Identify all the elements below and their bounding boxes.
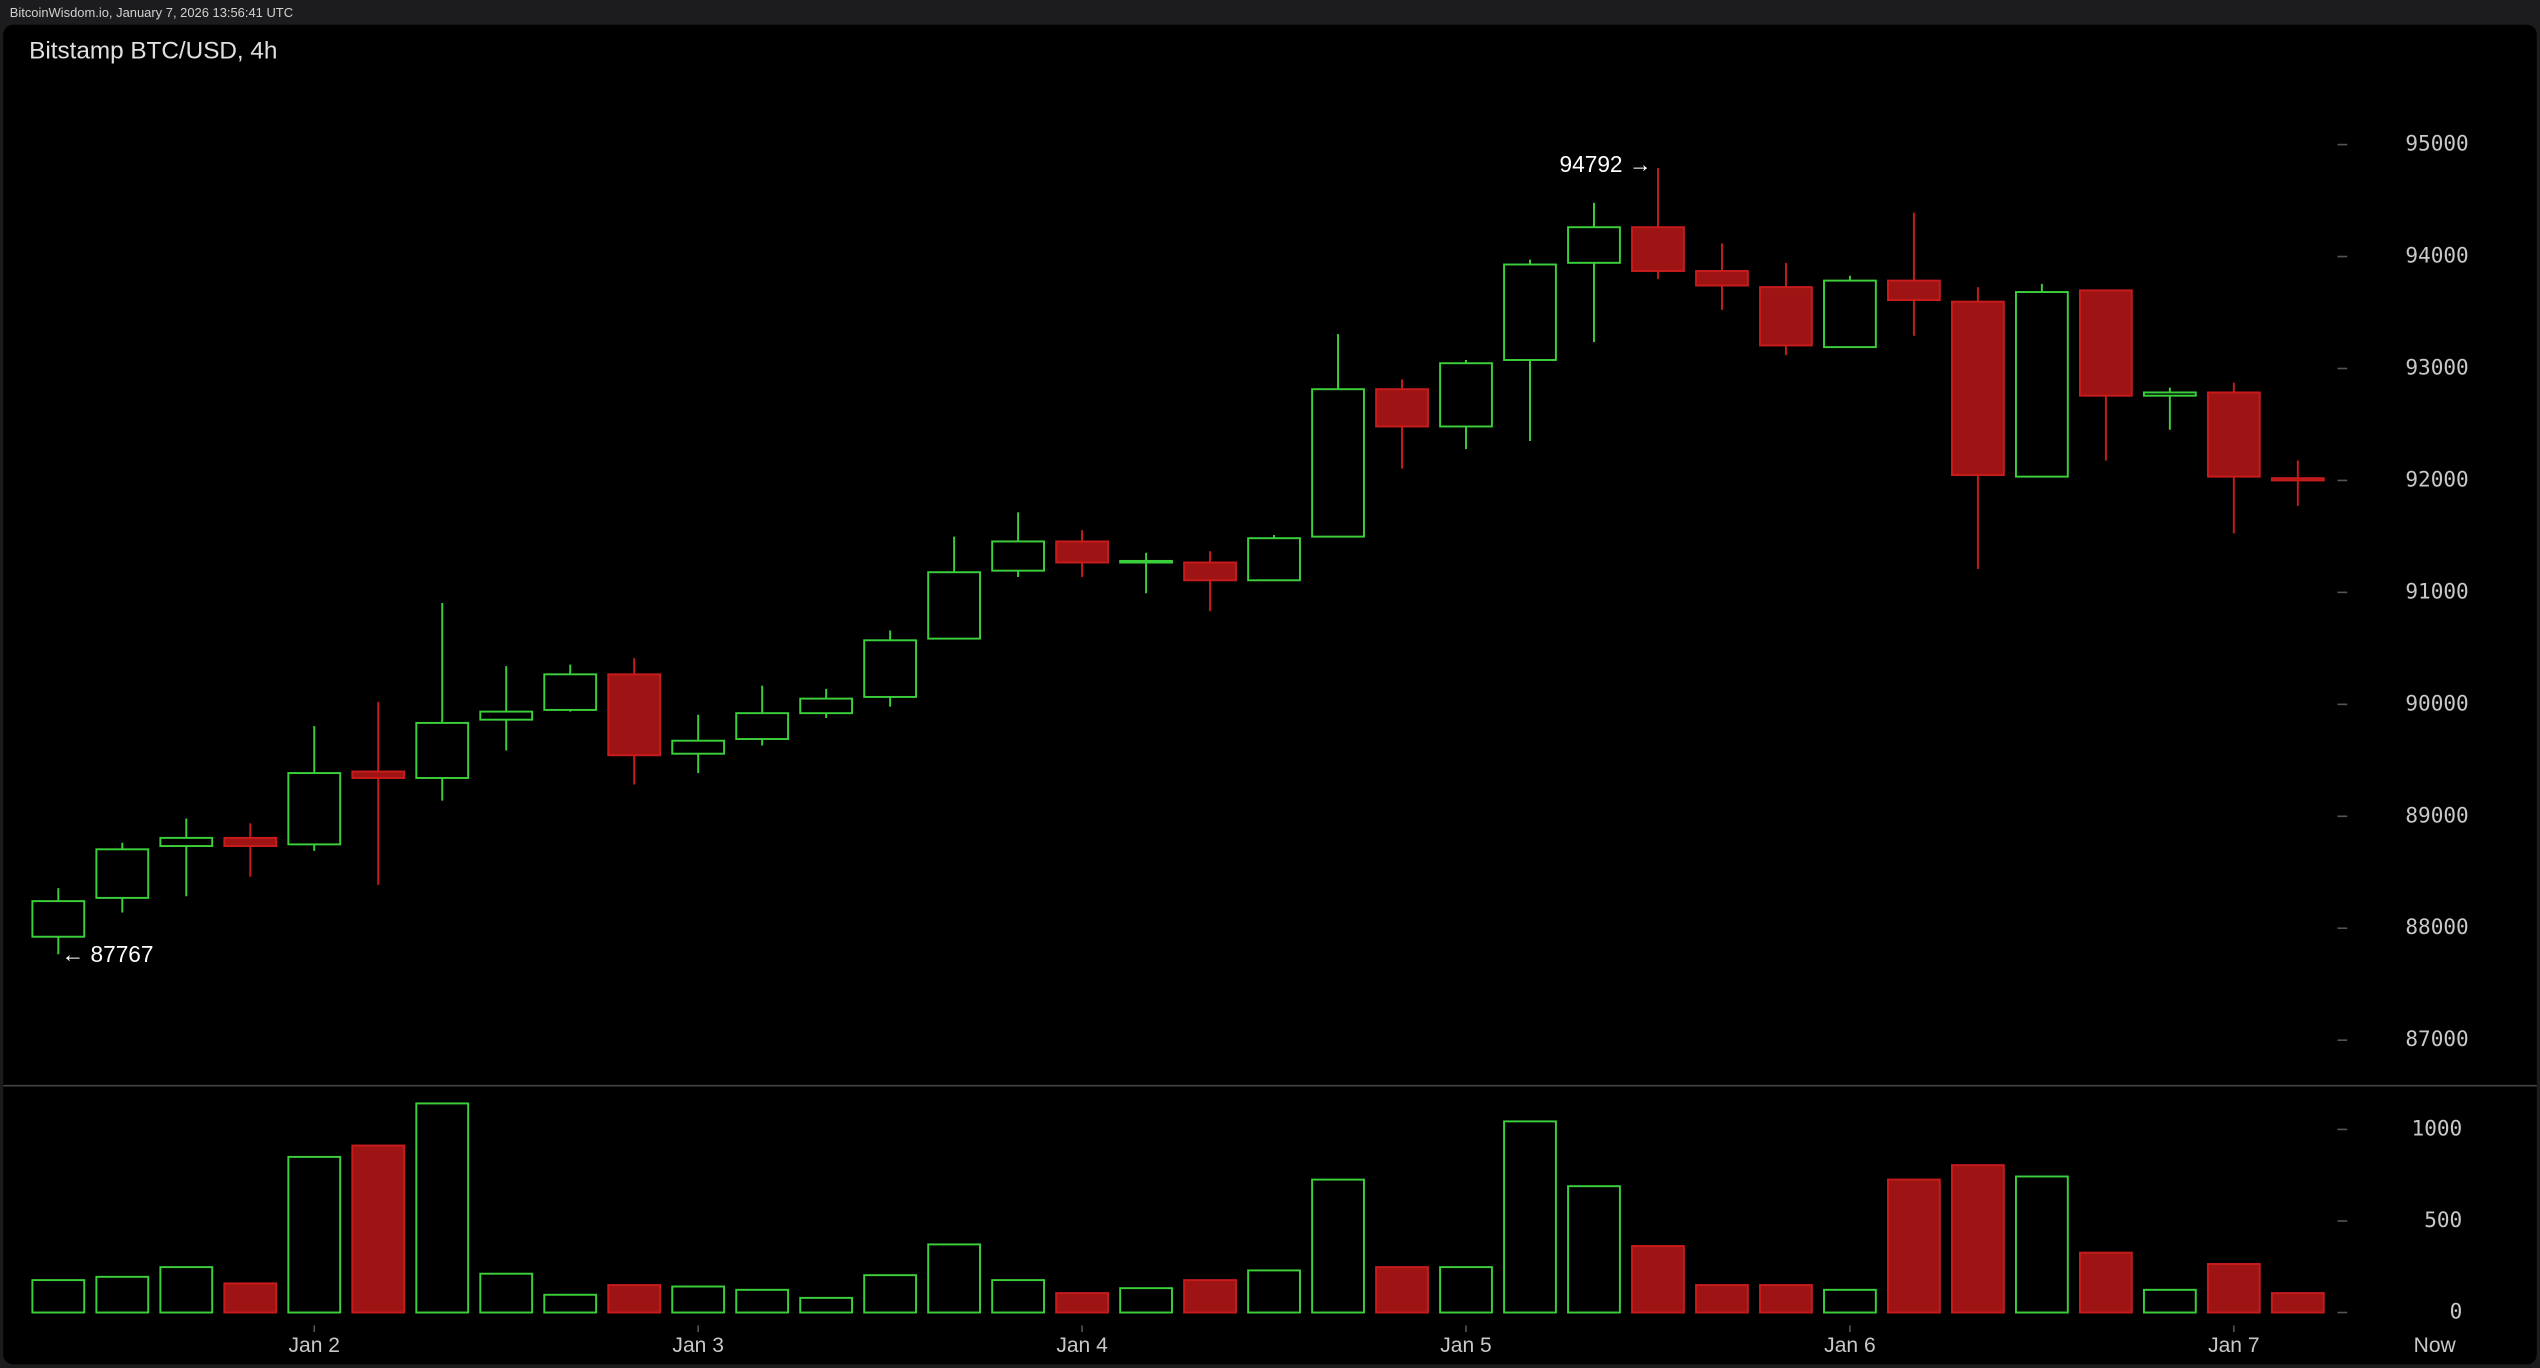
- candle-body: [671, 739, 726, 755]
- x-tick-label: Jan 6: [1824, 1334, 1876, 1357]
- volume-bar: [1183, 1279, 1237, 1314]
- y-tick-label: 93000: [2405, 354, 2468, 379]
- volume-bar: [1887, 1178, 1941, 1314]
- volume-bar: [2206, 1263, 2261, 1314]
- volume-bar: [1311, 1178, 1365, 1314]
- volume-bar: [159, 1266, 214, 1314]
- volume-bar: [927, 1243, 982, 1314]
- volume-bar: [1759, 1284, 1813, 1314]
- volume-bar: [2270, 1292, 2325, 1314]
- volume-bar: [1247, 1269, 1301, 1314]
- candle-body: [2206, 391, 2261, 478]
- candle-body: [1439, 362, 1493, 428]
- volume-bar: [2014, 1175, 2069, 1314]
- candle-body: [1951, 300, 2005, 477]
- candle-body: [607, 673, 662, 757]
- source-line: BitcoinWisdom.io, January 7, 2026 13:56:…: [10, 5, 293, 20]
- candle-body: [1631, 226, 1685, 272]
- volume-bar: [1951, 1164, 2005, 1314]
- candle-body: [543, 673, 598, 711]
- volume-bar: [1119, 1287, 1173, 1314]
- candle-body: [1503, 263, 1557, 361]
- x-tick-label: Jan 7: [2208, 1334, 2260, 1357]
- x-tick-label: Jan 4: [1056, 1334, 1108, 1357]
- volume-bar: [735, 1288, 790, 1314]
- y-tick-label: 88000: [2405, 914, 2468, 939]
- volume-bar: [2078, 1251, 2133, 1314]
- volume-bar: [479, 1272, 534, 1314]
- chart-title: Bitstamp BTC/USD, 4h: [29, 38, 277, 65]
- volume-bar: [1503, 1120, 1557, 1314]
- candle-body: [1055, 540, 1109, 564]
- candle-body: [1119, 559, 1173, 564]
- candle-body: [1759, 286, 1813, 347]
- y-tick-label: 94000: [2405, 243, 2468, 268]
- volume-tick-label: 1000: [2412, 1115, 2463, 1140]
- candle-body: [287, 772, 342, 846]
- y-tick-label: 89000: [2405, 802, 2468, 827]
- candle-body: [1311, 388, 1365, 538]
- volume-bar: [2142, 1288, 2197, 1314]
- volume-bar: [223, 1282, 278, 1314]
- volume-bar: [95, 1275, 150, 1314]
- volume-bar: [1631, 1245, 1685, 1314]
- volume-bar: [863, 1274, 918, 1314]
- volume-bar: [543, 1293, 598, 1314]
- candle-body: [799, 697, 854, 715]
- candle-body: [1567, 226, 1621, 264]
- candle-body: [223, 836, 278, 848]
- volume-bar: [1567, 1185, 1621, 1314]
- high-annotation: 94792 →: [1560, 151, 1652, 177]
- volume-bar: [415, 1102, 470, 1314]
- candle-body: [991, 540, 1045, 572]
- candle-body: [1183, 561, 1237, 582]
- candle-body: [1887, 279, 1941, 302]
- candle-body: [351, 770, 406, 779]
- volume-tick-label: 0: [2450, 1299, 2463, 1324]
- volume-bar: [351, 1144, 406, 1314]
- volume-bar: [1439, 1266, 1493, 1314]
- volume-bar: [1055, 1292, 1109, 1314]
- candle-body: [735, 712, 790, 741]
- candle-body: [863, 639, 918, 698]
- candle-body: [31, 900, 86, 938]
- low-annotation: ← 87767: [62, 941, 154, 967]
- volume-bar: [1823, 1288, 1877, 1314]
- volume-bar: [1695, 1284, 1749, 1314]
- y-tick-label: 90000: [2405, 690, 2468, 715]
- x-tick-label: Jan 3: [672, 1334, 724, 1357]
- candle-body: [2014, 291, 2069, 478]
- volume-bar: [1375, 1266, 1429, 1314]
- y-tick-label: 95000: [2405, 131, 2468, 156]
- now-label: Now: [2414, 1334, 2457, 1357]
- candle-body: [1823, 279, 1877, 349]
- candle-body: [95, 848, 150, 899]
- candle-body: [479, 710, 534, 721]
- candle-body: [1247, 537, 1301, 582]
- y-tick-label: 87000: [2405, 1026, 2468, 1051]
- volume-tick-label: 500: [2424, 1207, 2462, 1232]
- y-tick-label: 92000: [2405, 466, 2468, 491]
- y-tick-label: 91000: [2405, 578, 2468, 603]
- candle-body: [927, 571, 982, 640]
- volume-bar: [799, 1296, 854, 1314]
- x-tick-label: Jan 2: [289, 1334, 341, 1357]
- candle-body: [1695, 270, 1749, 287]
- chart-panel: [3, 24, 2537, 1365]
- volume-bar: [991, 1279, 1045, 1314]
- volume-bar: [287, 1155, 342, 1314]
- x-tick-label: Jan 5: [1440, 1334, 1491, 1357]
- candle-body: [2142, 391, 2197, 397]
- candle-body: [159, 836, 214, 848]
- volume-bar: [31, 1279, 86, 1314]
- candle-body: [415, 721, 470, 779]
- candle-body: [1375, 388, 1429, 428]
- candle-body: [2270, 477, 2325, 482]
- volume-bar: [607, 1284, 662, 1314]
- candle-body: [2078, 289, 2133, 397]
- volume-bar: [671, 1285, 726, 1314]
